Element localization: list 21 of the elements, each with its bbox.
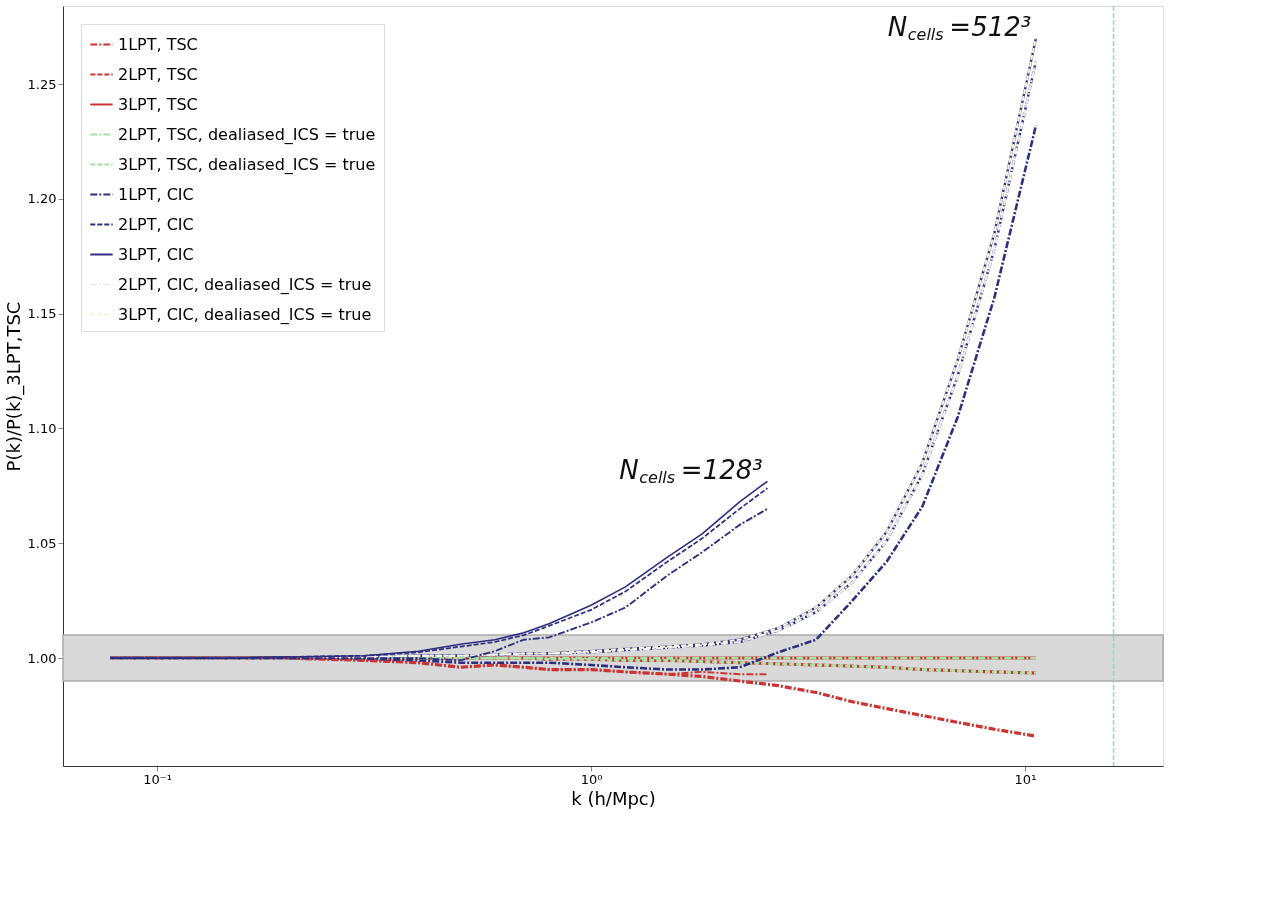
y-tick-label: 1.15 bbox=[27, 306, 57, 322]
y-tick-label: 1.00 bbox=[27, 650, 57, 666]
y-axis-title: P(k)/P(k)_3LPT,TSC bbox=[2, 301, 25, 472]
legend-label: 3LPT, TSC bbox=[118, 94, 198, 114]
legend-label: 2LPT, CIC bbox=[118, 214, 194, 234]
y-tick-label: 1.10 bbox=[27, 420, 57, 436]
legend-label: 1LPT, TSC bbox=[118, 34, 198, 54]
legend-label: 2LPT, CIC, dealiased_ICS = true bbox=[118, 274, 372, 295]
legend-label: 2LPT, TSC bbox=[118, 64, 198, 84]
x-tick-label: 10⁻¹ bbox=[143, 771, 172, 787]
x-tick-label: 10¹ bbox=[1014, 771, 1037, 787]
legend-label: 1LPT, CIC bbox=[118, 184, 194, 204]
legend-label: 3LPT, TSC, dealiased_ICS = true bbox=[118, 154, 376, 175]
x-tick-label: 10⁰ bbox=[580, 771, 603, 787]
x-axis-title: k (h/Mpc) bbox=[571, 787, 656, 809]
y-tick-label: 1.25 bbox=[27, 76, 57, 92]
legend-label: 2LPT, TSC, dealiased_ICS = true bbox=[118, 124, 376, 145]
y-tick-label: 1.05 bbox=[27, 535, 57, 551]
legend-label: 3LPT, CIC, dealiased_ICS = true bbox=[118, 304, 372, 325]
y-tick-label: 1.20 bbox=[27, 191, 57, 207]
legend-label: 3LPT, CIC bbox=[118, 244, 194, 264]
